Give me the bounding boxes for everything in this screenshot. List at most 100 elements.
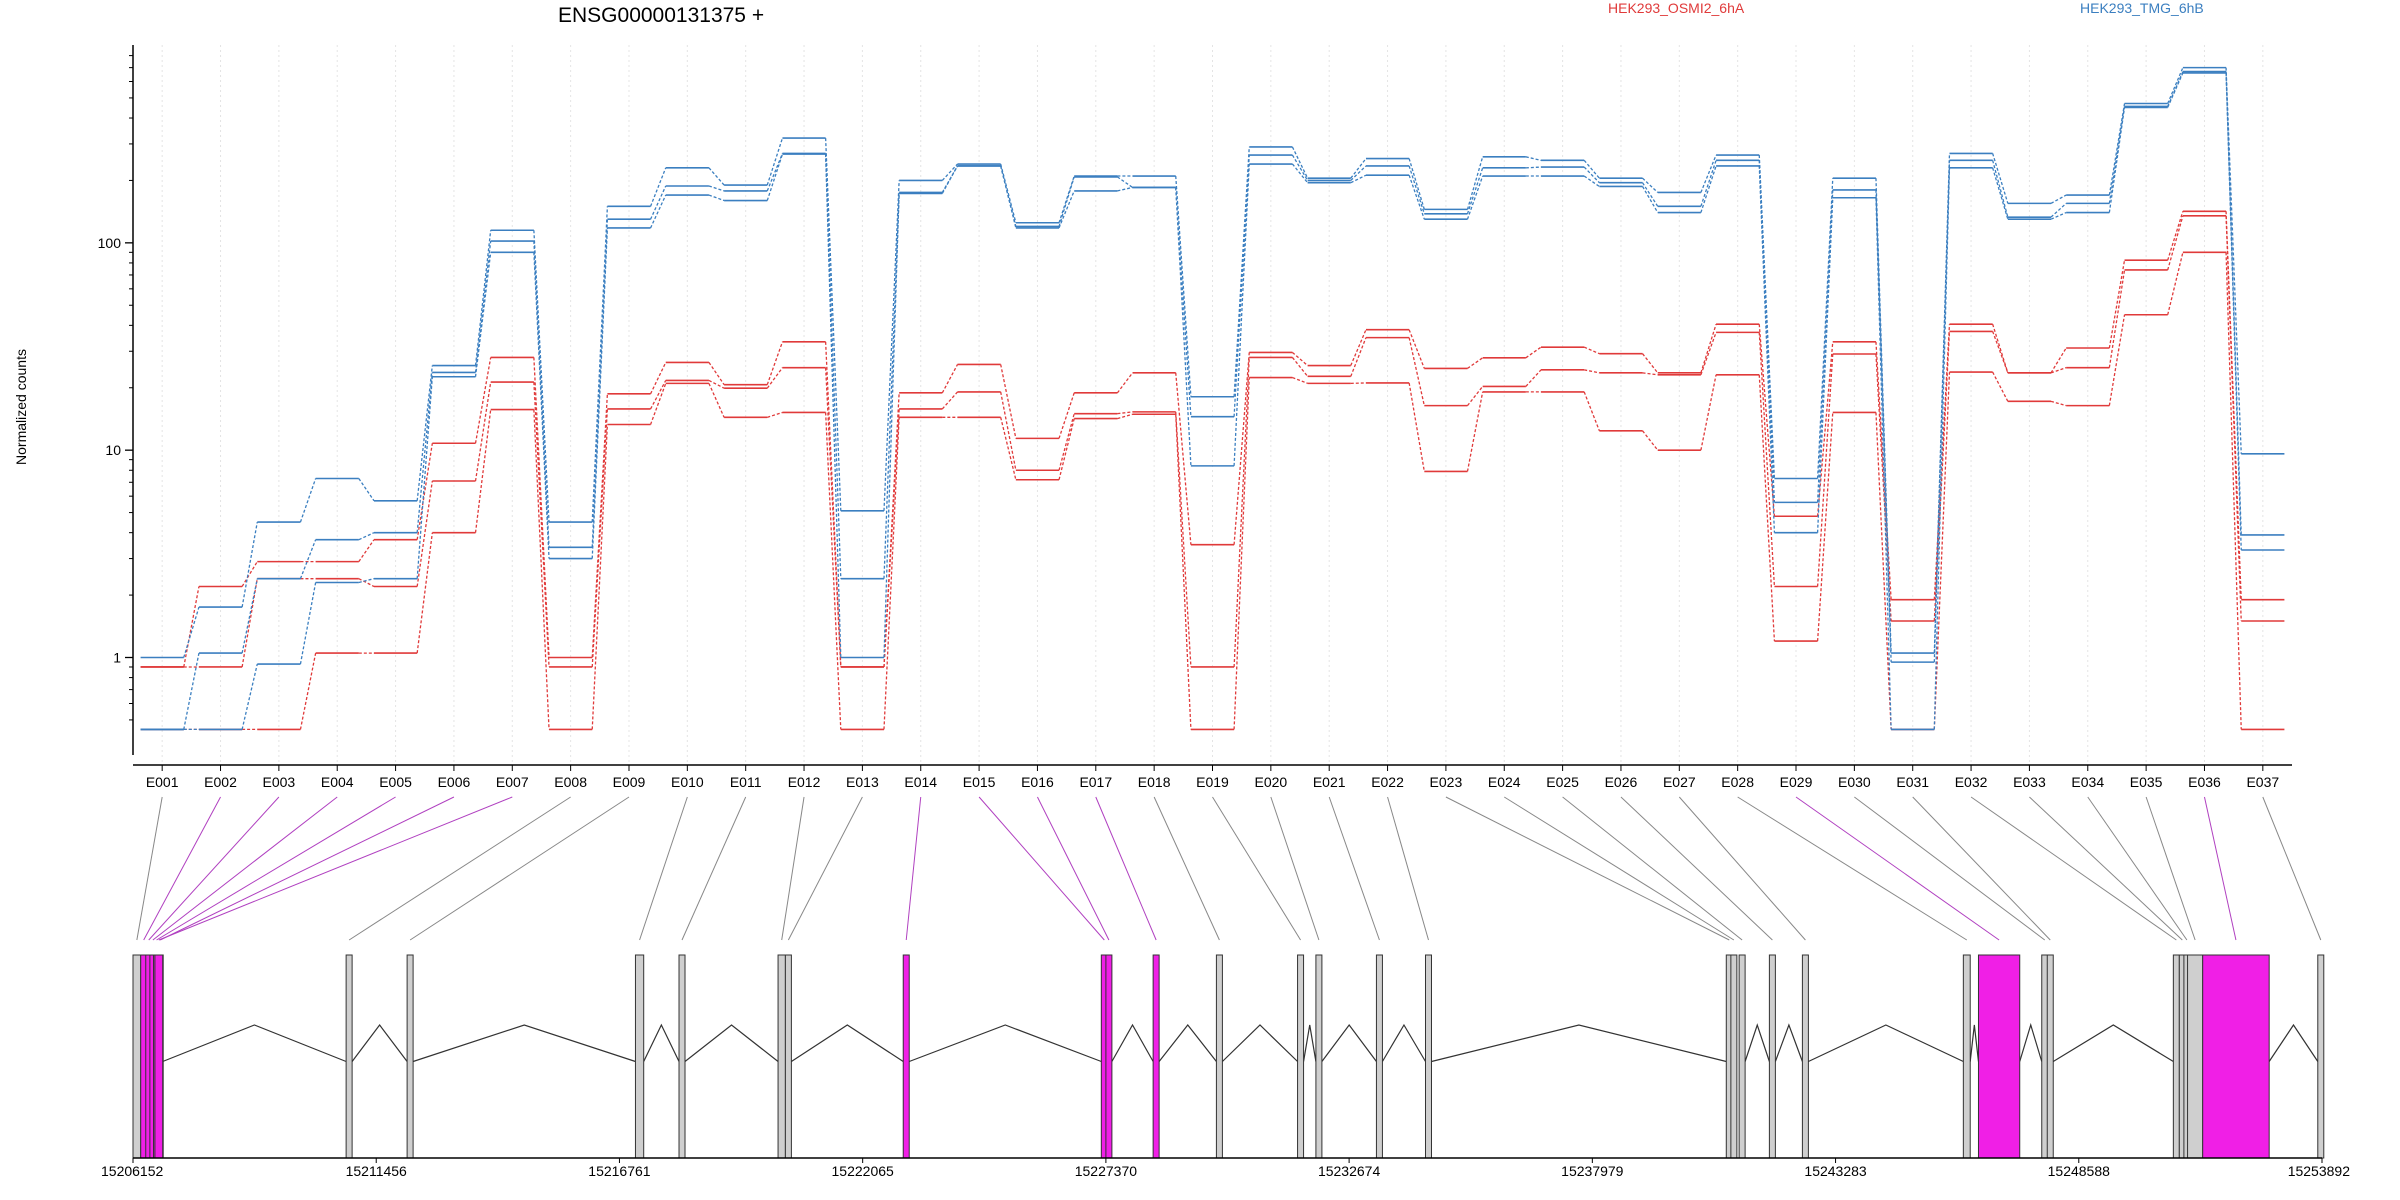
intron: [1431, 1024, 1727, 1063]
series-connector: [824, 138, 842, 511]
intron: [1321, 1023, 1377, 1062]
exon-box-e026: [1768, 954, 1776, 1159]
series-connector: [358, 539, 375, 562]
legend-entry-osmi2: HEK293_OSMI2_6hA: [1608, 0, 1745, 16]
series-connector: [1758, 165, 1776, 533]
series-connector: [1000, 391, 1017, 471]
series-connector: [533, 409, 550, 730]
exon-label: E010: [671, 774, 704, 790]
series-connector: [1758, 332, 1776, 587]
series-connector: [767, 411, 783, 418]
series-connector: [2167, 72, 2184, 108]
exon-box-e001: [132, 954, 142, 1159]
series-connector: [1466, 175, 1484, 220]
series-connector: [2108, 107, 2126, 213]
exon-connector: [1912, 796, 2051, 941]
series-connector: [1117, 186, 1133, 192]
series-connector: [1350, 174, 1367, 184]
series-connector: [241, 578, 258, 654]
series-connector: [1000, 163, 1017, 223]
y-tick-label: 100: [98, 235, 122, 251]
series-connector: [416, 365, 433, 501]
series-connector: [474, 409, 492, 533]
series-connector: [1816, 197, 1834, 533]
series-connector: [416, 376, 433, 579]
exon-label: E021: [1313, 774, 1346, 790]
series-connector: [1525, 156, 1542, 161]
exon-connector: [1153, 796, 1220, 941]
series-connector: [941, 364, 959, 394]
exon-box-e007: [154, 954, 164, 1159]
exon-label: E019: [1196, 774, 1229, 790]
series-connector: [591, 424, 609, 730]
exon-connector: [1503, 796, 1735, 941]
intron: [1774, 1023, 1803, 1062]
exon-label: E031: [1896, 774, 1929, 790]
exon-label: E017: [1079, 774, 1112, 790]
series-connector: [649, 194, 667, 229]
exon-box-e010: [634, 954, 645, 1159]
series-connector: [2108, 269, 2126, 368]
grid: [161, 45, 2264, 765]
series-connector: [766, 367, 783, 389]
coord-label: 15211456: [346, 1163, 407, 1179]
series-connector: [2050, 202, 2067, 218]
series-connector: [1992, 153, 2009, 204]
series-connector: [1175, 187, 1192, 417]
exon-label: E023: [1430, 774, 1463, 790]
y-tick-label: 1: [113, 649, 121, 665]
exon-box-e021: [1375, 954, 1383, 1159]
series-connector: [299, 539, 317, 579]
series-connector: [533, 230, 550, 523]
series-connector: [1058, 418, 1075, 480]
exon-label: E022: [1371, 774, 1404, 790]
intron: [1302, 1024, 1317, 1062]
exon-connector: [787, 796, 863, 941]
series-connector: [708, 194, 725, 202]
series-connector: [1583, 166, 1600, 184]
coord-label: 15248588: [2048, 1163, 2111, 1179]
intron: [1111, 1023, 1154, 1062]
series-connector: [2167, 215, 2184, 271]
exon-connector: [143, 796, 221, 941]
exon-label: E015: [963, 774, 996, 790]
series-connector: [474, 240, 492, 373]
series-connector: [1642, 430, 1659, 451]
series-connector: [2167, 252, 2184, 315]
series-connector: [766, 153, 784, 192]
series-connector: [1642, 353, 1659, 374]
exon-label: E026: [1605, 774, 1638, 790]
exon-connector: [1387, 796, 1429, 941]
exon-label: E024: [1488, 774, 1521, 790]
exon-connector: [2262, 796, 2322, 941]
series-connector: [2225, 72, 2242, 551]
exon-label: E003: [263, 774, 296, 790]
series-connector: [1816, 353, 1834, 587]
intron: [2019, 1022, 2043, 1062]
series-connector: [474, 252, 492, 377]
series-connector: [533, 241, 550, 548]
series-connector: [1233, 146, 1250, 397]
series-connector: [1700, 374, 1717, 451]
intron: [412, 1024, 636, 1063]
exon-connector: [1970, 796, 2177, 941]
exon-label: E016: [1021, 774, 1054, 790]
legend-entry-tmg: HEK293_TMG_6hB: [2080, 0, 2204, 16]
series-0: [140, 210, 2285, 668]
series-connector: [1642, 177, 1659, 193]
exon-box-e022: [1424, 954, 1432, 1159]
series-connector: [2050, 211, 2067, 220]
series-connector: [358, 478, 375, 502]
intron: [351, 1024, 408, 1062]
exon-connector: [2203, 796, 2237, 941]
exon-box-e014: [902, 954, 910, 1159]
series-connector: [1992, 331, 2009, 374]
series-connector: [1816, 341, 1834, 517]
series-connector: [1933, 331, 1951, 622]
series-connector: [2050, 347, 2067, 374]
coord-label: 15216761: [588, 1163, 651, 1179]
series-connector: [1700, 332, 1717, 376]
series-connector: [1058, 392, 1075, 439]
series-connector: [299, 478, 317, 523]
series-connector: [2108, 314, 2126, 406]
